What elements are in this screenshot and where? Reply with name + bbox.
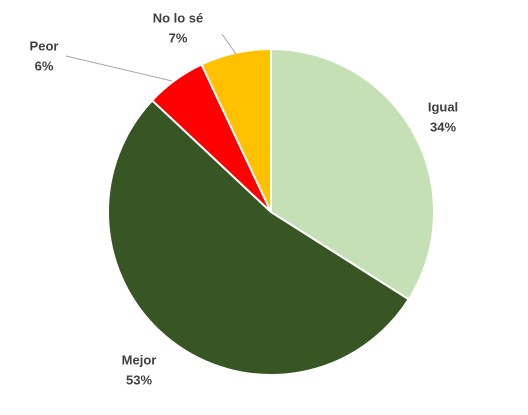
- pie-slice: [107, 99, 411, 376]
- category-label: Mejor: [122, 352, 157, 367]
- value-label: 6%: [35, 58, 54, 73]
- category-label: No lo sé: [153, 10, 204, 25]
- leader-line: [65, 55, 173, 82]
- value-label: 34%: [430, 119, 456, 134]
- category-label: Peor: [30, 38, 59, 53]
- leader-line: [221, 33, 237, 55]
- category-label: Igual: [428, 99, 458, 114]
- value-label: 53%: [126, 372, 152, 387]
- value-label: 7%: [169, 30, 188, 45]
